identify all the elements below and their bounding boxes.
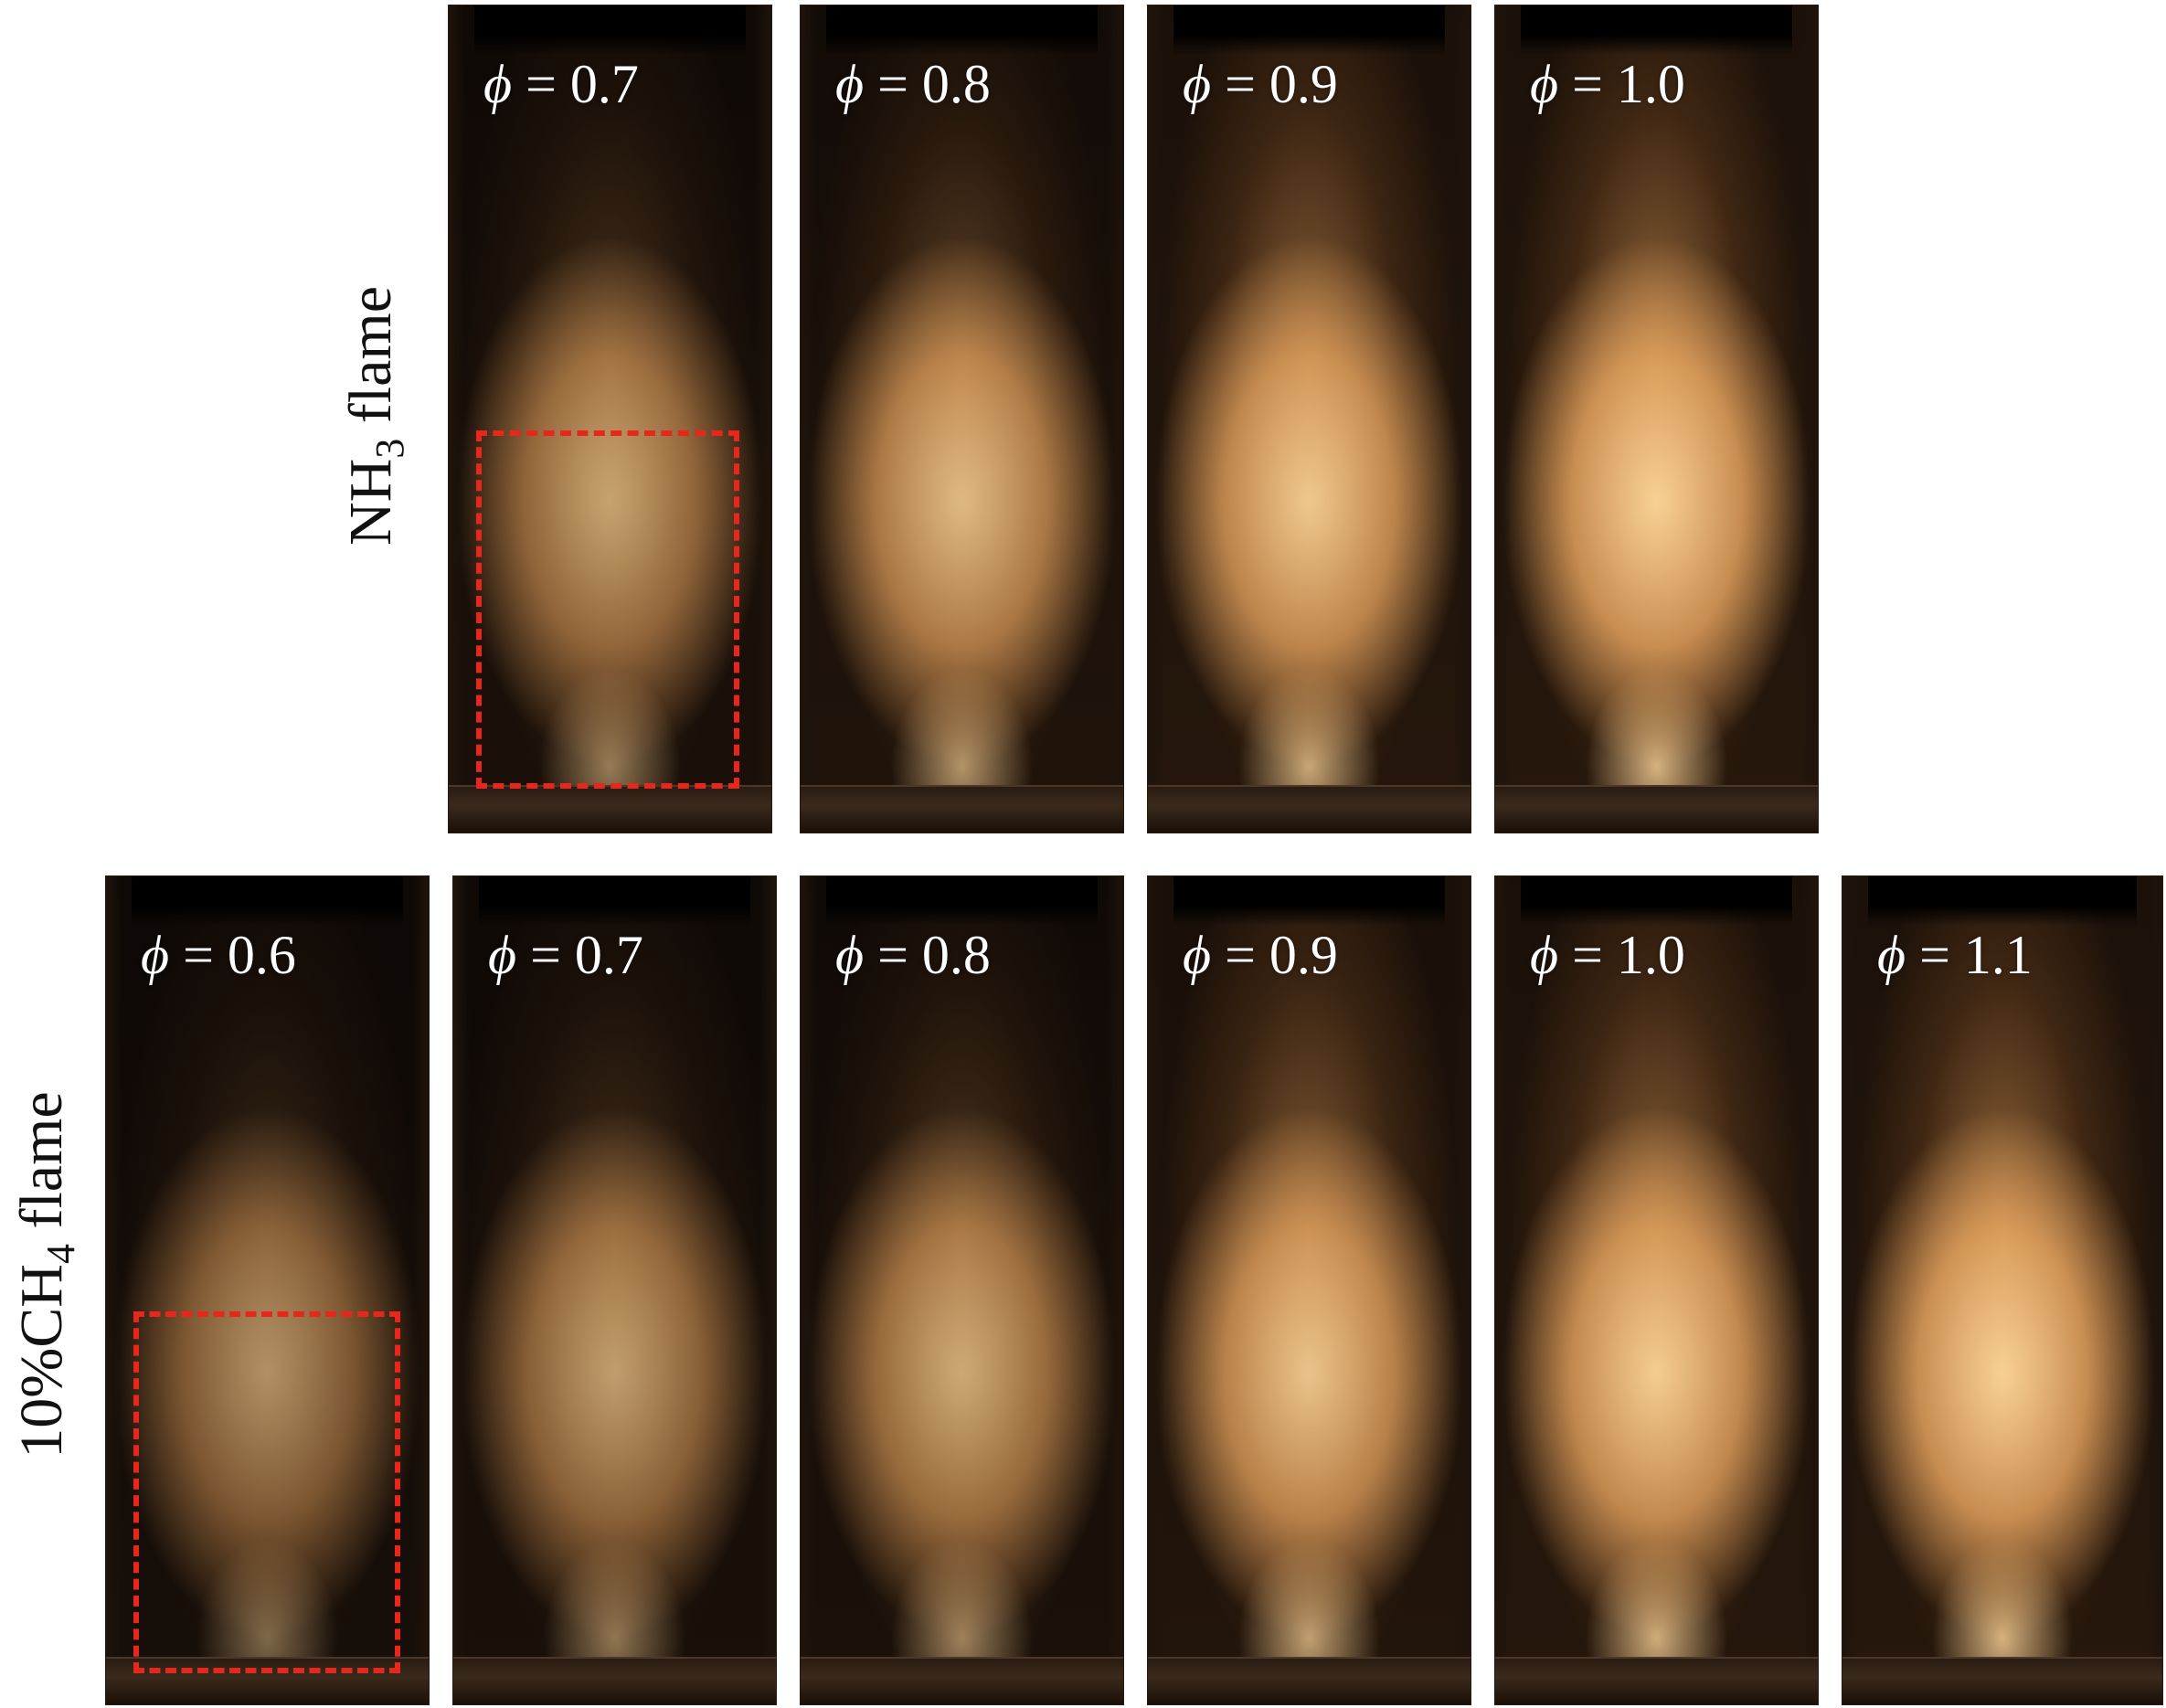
burner-base xyxy=(1148,785,1471,833)
chamber-wall-left xyxy=(1495,876,1512,1704)
flame-image xyxy=(1842,876,2162,1704)
flame-image xyxy=(106,876,429,1704)
flame-image xyxy=(1148,5,1471,833)
burner-base xyxy=(449,785,771,833)
chamber-wall-right xyxy=(2146,876,2162,1704)
flame-image xyxy=(801,876,1123,1704)
chamber-wall-left xyxy=(801,5,817,833)
flame-panel: ϕ = 1.0 xyxy=(1494,875,1819,1705)
burner-base xyxy=(801,1657,1123,1704)
chamber-wall-right xyxy=(1107,5,1123,833)
chamber-wall-left xyxy=(801,876,817,1704)
phi-label: ϕ = 0.9 xyxy=(1183,925,1338,985)
flame-panel: ϕ = 0.6 xyxy=(105,875,430,1705)
burner-base xyxy=(1495,785,1818,833)
phi-label: ϕ = 1.0 xyxy=(1530,925,1685,985)
flame-image xyxy=(449,5,771,833)
flame-panel: ϕ = 0.8 xyxy=(800,5,1124,833)
chamber-top xyxy=(1173,5,1445,56)
chamber-top xyxy=(1521,5,1792,56)
chamber-wall-right xyxy=(412,876,429,1704)
phi-label: ϕ = 1.0 xyxy=(1530,54,1685,114)
region-of-interest-box xyxy=(133,1311,400,1673)
flame-panel: ϕ = 0.9 xyxy=(1147,5,1471,833)
phi-label: ϕ = 1.1 xyxy=(1877,925,2033,985)
chamber-wall-right xyxy=(1107,876,1123,1704)
phi-label: ϕ = 0.8 xyxy=(835,925,991,985)
chamber-wall-right xyxy=(759,876,776,1704)
phi-label: ϕ = 0.6 xyxy=(141,925,296,985)
chamber-wall-left xyxy=(1842,876,1859,1704)
row-label-ch4: 10%CH4 flame xyxy=(7,1091,84,1459)
phi-label: ϕ = 0.7 xyxy=(483,54,639,114)
flame-panel: ϕ = 0.8 xyxy=(800,875,1124,1705)
chamber-wall-left xyxy=(449,5,465,833)
chamber-top xyxy=(474,5,746,56)
chamber-wall-left xyxy=(453,876,470,1704)
chamber-top xyxy=(1173,876,1445,927)
chamber-wall-right xyxy=(1454,5,1471,833)
flame-panel: ϕ = 0.9 xyxy=(1147,875,1471,1705)
chamber-top xyxy=(826,5,1098,56)
flame-panel: ϕ = 0.7 xyxy=(448,5,772,833)
flame-image xyxy=(801,5,1123,833)
region-of-interest-box xyxy=(476,430,739,789)
phi-label: ϕ = 0.8 xyxy=(835,54,991,114)
chamber-wall-right xyxy=(1454,876,1471,1704)
chamber-top xyxy=(479,876,750,927)
chamber-top xyxy=(1868,876,2137,927)
flame-image xyxy=(1495,876,1818,1704)
flame-image xyxy=(1148,876,1471,1704)
chamber-wall-left xyxy=(1148,876,1164,1704)
flame-panel: ϕ = 1.1 xyxy=(1842,875,2163,1705)
burner-base xyxy=(801,785,1123,833)
flame-panel: ϕ = 1.0 xyxy=(1494,5,1819,833)
chamber-wall-left xyxy=(1495,5,1512,833)
burner-base xyxy=(1148,1657,1471,1704)
burner-base xyxy=(1495,1657,1818,1704)
flame-image xyxy=(1495,5,1818,833)
chamber-wall-right xyxy=(1801,876,1818,1704)
phi-label: ϕ = 0.9 xyxy=(1183,54,1338,114)
chamber-wall-left xyxy=(1148,5,1164,833)
chamber-top xyxy=(132,876,403,927)
phi-label: ϕ = 0.7 xyxy=(488,925,643,985)
chamber-wall-right xyxy=(1801,5,1818,833)
burner-base xyxy=(453,1657,776,1704)
chamber-top xyxy=(1521,876,1792,927)
flame-image xyxy=(453,876,776,1704)
chamber-top xyxy=(826,876,1098,927)
burner-base xyxy=(106,1657,429,1704)
chamber-wall-left xyxy=(106,876,122,1704)
flame-panel: ϕ = 0.7 xyxy=(452,875,777,1705)
burner-base xyxy=(1842,1657,2162,1704)
row-label-nh3: NH3 flame xyxy=(336,285,413,546)
chamber-wall-right xyxy=(755,5,771,833)
